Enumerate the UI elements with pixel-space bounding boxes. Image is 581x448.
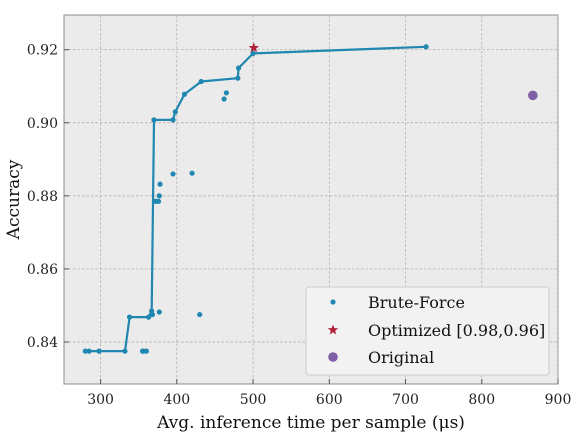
y-axis-ticks: 0.84 0.86 0.88 0.90 0.92	[27, 43, 69, 351]
x-tick-label: 600	[316, 392, 343, 408]
brute-force-point	[235, 75, 241, 81]
y-tick-label: 0.84	[27, 335, 58, 351]
brute-force-point	[146, 314, 152, 320]
brute-force-point	[170, 117, 176, 123]
legend: Brute-Force Optimized [0.98,0.96] Origin…	[305, 286, 550, 376]
legend-label-brute-force: Brute-Force	[368, 293, 465, 312]
x-tick-label: 300	[87, 392, 114, 408]
brute-force-point	[157, 181, 163, 187]
brute-force-point	[82, 348, 88, 354]
x-tick-label: 800	[468, 392, 495, 408]
y-tick-label: 0.86	[27, 262, 58, 278]
y-axis-label: Accuracy	[4, 159, 24, 240]
brute-force-point	[155, 198, 162, 204]
brute-force-point	[96, 348, 102, 354]
legend-marker-optimized	[327, 324, 339, 335]
brute-force-point	[86, 348, 92, 354]
legend-marker-circle	[328, 352, 338, 362]
brute-force-point	[122, 348, 128, 354]
x-tick-label: 700	[392, 392, 419, 408]
x-tick-label: 400	[163, 392, 190, 408]
brute-force-point	[198, 78, 204, 85]
brute-force-point	[423, 44, 429, 50]
brute-force-point	[149, 311, 156, 318]
brute-force-point	[156, 309, 162, 315]
brute-force-point	[197, 311, 203, 318]
legend-marker-original	[328, 352, 338, 362]
brute-force-point	[221, 96, 227, 102]
legend-label-optimized: Optimized [0.98,0.96]	[368, 321, 545, 340]
brute-force-point	[126, 314, 133, 320]
legend-box	[305, 286, 550, 376]
gridlines	[64, 15, 559, 384]
brute-force-point	[172, 109, 178, 115]
x-axis-ticks: 300 400 500 600 700 800 900	[87, 379, 571, 408]
brute-force-point	[189, 170, 195, 176]
brute-force-point	[223, 90, 229, 96]
legend-marker-brute-force	[330, 299, 336, 305]
data-points	[82, 42, 538, 354]
legend-marker-dot	[330, 299, 336, 305]
brute-force-point	[181, 91, 188, 97]
y-tick-label: 0.88	[27, 189, 58, 205]
y-tick-label: 0.90	[27, 116, 58, 132]
brute-force-point	[235, 65, 242, 71]
brute-force-point	[250, 50, 256, 56]
optimized-point	[248, 42, 260, 53]
brute-force-point	[170, 171, 176, 177]
brute-force-point	[151, 117, 157, 123]
y-tick-label: 0.92	[27, 43, 58, 59]
x-tick-label: 500	[240, 392, 267, 408]
legend-label-original: Original	[368, 348, 434, 367]
legend-marker-star	[327, 324, 339, 335]
x-axis-label: Avg. inference time per sample (μs)	[156, 413, 465, 433]
brute-force-point	[156, 193, 162, 199]
brute-force-point	[143, 348, 149, 354]
x-tick-label: 900	[545, 392, 572, 408]
original-point	[528, 90, 538, 101]
